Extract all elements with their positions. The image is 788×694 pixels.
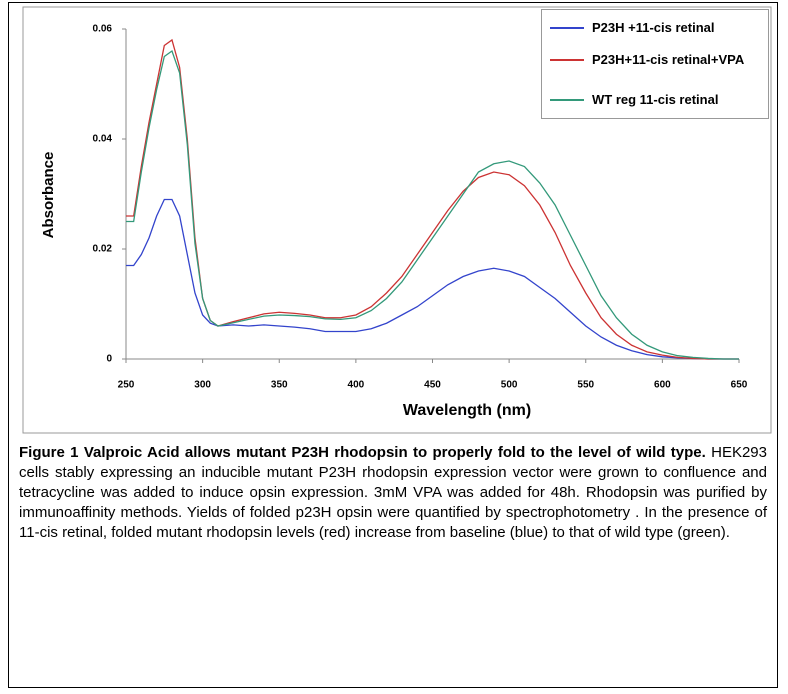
x-tick-label: 600 (654, 380, 671, 391)
y-axis-label: Absorbance (40, 152, 57, 239)
x-tick-label: 350 (271, 380, 288, 391)
x-axis-label: Wavelength (nm) (403, 402, 531, 419)
x-tick-label: 500 (501, 380, 518, 391)
x-tick-label: 300 (194, 380, 211, 391)
caption-text: HEK293 cells stably expressing an induci… (19, 444, 767, 541)
y-tick-label: 0.06 (93, 24, 113, 35)
legend-label: P23H +11-cis retinal (592, 20, 715, 35)
legend: P23H +11-cis retinal P23H+11-cis retinal+… (541, 9, 769, 119)
legend-swatch (550, 99, 584, 101)
legend-entry: P23H +11-cis retinal (550, 20, 762, 35)
x-tick-label: 650 (731, 380, 748, 391)
x-tick-label: 400 (348, 380, 365, 391)
legend-swatch (550, 59, 584, 61)
y-tick-label: 0.02 (93, 244, 113, 255)
legend-swatch (550, 27, 584, 29)
legend-entry: P23H+11-cis retinal+VPA (550, 52, 762, 67)
y-tick-label: 0 (106, 354, 112, 365)
series-line (126, 49, 739, 360)
x-tick-label: 550 (577, 380, 594, 391)
caption: Figure 1 Valproic Acid allows mutant P23… (19, 443, 767, 543)
figure: Wavelength (nm) Absorbance 0 0.02 0.04 0.06… (8, 2, 778, 688)
legend-entry: WT reg 11-cis retinal (550, 92, 762, 107)
series-line (126, 198, 739, 360)
legend-label: WT reg 11-cis retinal (592, 92, 719, 107)
x-tick-label: 250 (118, 380, 135, 391)
caption-title: Figure 1 Valproic Acid allows mutant P23… (19, 444, 706, 461)
y-tick-label: 0.04 (93, 134, 113, 145)
legend-label: P23H+11-cis retinal+VPA (592, 52, 745, 67)
x-tick-label: 450 (424, 380, 441, 391)
